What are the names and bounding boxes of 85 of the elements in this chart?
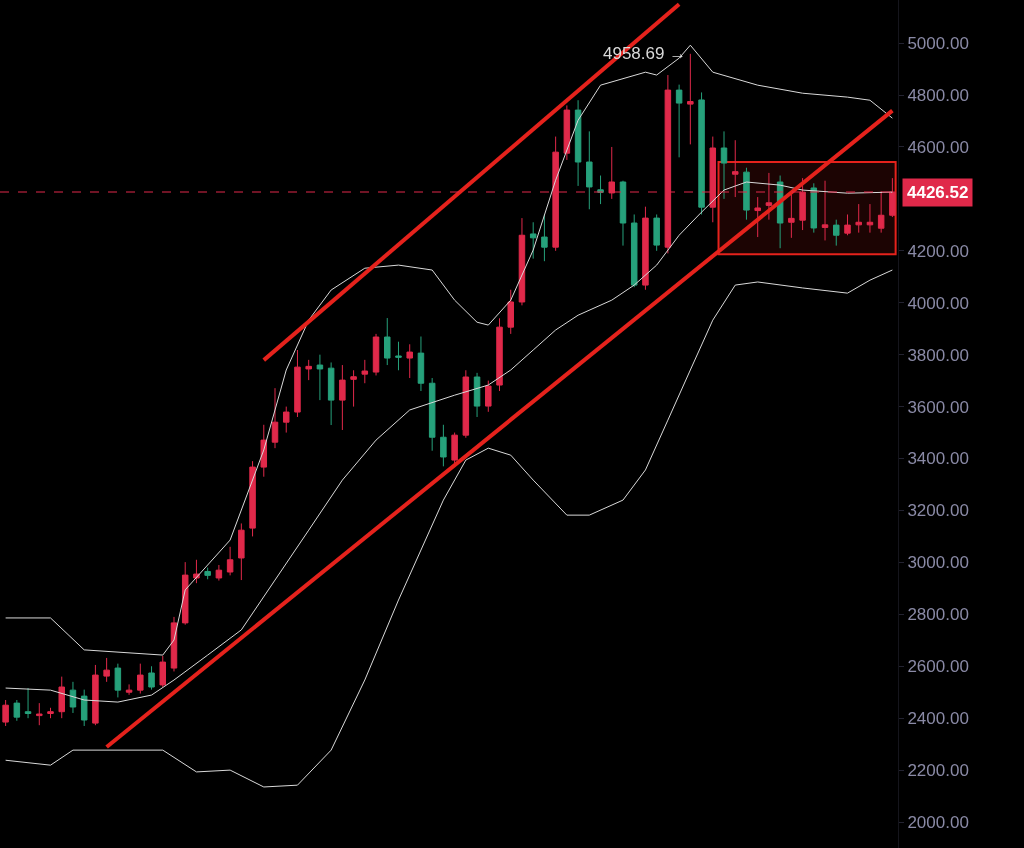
candlestick xyxy=(58,676,65,719)
candlestick xyxy=(215,564,223,582)
candlestick xyxy=(204,567,211,580)
candlestick xyxy=(440,424,447,467)
y-tick-label: 2600.00 xyxy=(907,657,969,677)
candlestick xyxy=(282,406,290,434)
candlestick xyxy=(720,130,728,200)
candlestick xyxy=(327,361,335,426)
candlestick xyxy=(518,217,526,306)
candlestick xyxy=(238,522,245,581)
candlestick xyxy=(428,377,436,452)
candlestick xyxy=(451,432,458,465)
candlestick xyxy=(372,333,380,376)
candlestick xyxy=(529,221,537,260)
candlestick xyxy=(619,180,627,247)
candlestick xyxy=(47,707,54,719)
line-series xyxy=(5,269,893,788)
candlestick xyxy=(80,689,88,727)
candlestick xyxy=(765,172,773,221)
candlestick xyxy=(653,213,660,252)
line-series xyxy=(5,44,893,656)
candlestick xyxy=(731,139,739,198)
candlestick xyxy=(294,349,301,418)
candlestick xyxy=(586,130,593,210)
candlestick xyxy=(125,683,133,696)
candlestick xyxy=(181,561,189,626)
candlestick xyxy=(137,663,144,695)
candlestick xyxy=(226,546,234,576)
candlestick xyxy=(271,387,279,449)
y-tick-label: 4600.00 xyxy=(907,137,969,157)
candlestick xyxy=(249,460,256,537)
y-tick-label: 4800.00 xyxy=(907,85,969,105)
candlestick xyxy=(159,655,167,688)
candlestick xyxy=(821,180,829,241)
candlestick xyxy=(687,53,694,145)
y-tick-label: 4200.00 xyxy=(907,241,969,261)
y-tick-label: 2400.00 xyxy=(907,709,969,729)
candlestick xyxy=(630,213,638,288)
candlestick xyxy=(675,84,683,158)
candlestick xyxy=(305,359,312,381)
candlestick xyxy=(384,317,391,366)
candlestick xyxy=(485,380,492,413)
candlestick xyxy=(844,213,851,236)
candlestick xyxy=(855,203,862,234)
line-series xyxy=(5,181,893,703)
candlestick xyxy=(866,203,874,234)
candlestick xyxy=(462,369,470,439)
candlestick xyxy=(507,289,514,335)
candlestick xyxy=(395,341,402,371)
candlestick xyxy=(698,91,705,215)
candlestick xyxy=(114,663,122,698)
candlestick xyxy=(36,702,43,726)
y-tick-label: 2000.00 xyxy=(907,812,969,832)
candlestick xyxy=(361,359,369,384)
candlestick xyxy=(350,369,357,408)
candlestick xyxy=(13,699,21,722)
candlestick xyxy=(473,372,481,418)
candlestick xyxy=(563,104,571,161)
candlestick xyxy=(148,665,155,691)
candlestick xyxy=(339,364,346,431)
y-tick-label: 3200.00 xyxy=(907,501,969,521)
candlestick xyxy=(754,196,761,238)
candlestick xyxy=(103,657,110,683)
y-tick-label: 3600.00 xyxy=(907,397,969,417)
candlestick xyxy=(574,99,582,187)
y-tick-label: 3400.00 xyxy=(907,449,969,469)
candlestick xyxy=(496,317,503,392)
y-tick-label: 3800.00 xyxy=(907,345,969,365)
candlestick xyxy=(406,343,413,379)
candlestick xyxy=(2,699,9,727)
candlestick xyxy=(92,664,99,726)
y-tick-label: 2200.00 xyxy=(907,761,969,781)
y-tick-label: 3000.00 xyxy=(907,553,969,573)
ref-line-label: 4426.52 xyxy=(907,183,969,202)
candlestick xyxy=(417,336,425,392)
candlestick xyxy=(642,206,649,291)
candlestick xyxy=(810,182,818,234)
y-tick-label: 4000.00 xyxy=(907,293,969,313)
candlestick xyxy=(316,354,324,401)
candlestick xyxy=(833,219,840,247)
y-tick-label: 2800.00 xyxy=(907,605,969,625)
candlestick xyxy=(743,167,750,221)
y-tick-label: 5000.00 xyxy=(907,34,969,54)
candlestick xyxy=(24,687,32,719)
candlestick xyxy=(69,681,77,714)
